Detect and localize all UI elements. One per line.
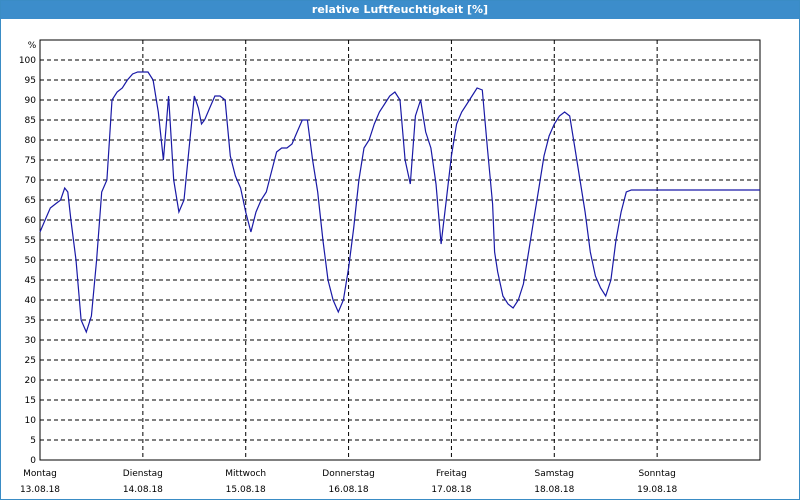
y-tick-label: 35 [25, 316, 36, 326]
y-tick-label: 95 [25, 76, 36, 86]
y-tick-label: 15 [25, 396, 36, 406]
axes [39, 39, 761, 461]
y-tick-label: 45 [25, 276, 36, 286]
series-lines [39, 71, 760, 334]
y-tick-label: 55 [25, 236, 36, 246]
chart-title: relative Luftfeuchtigkeit [%] [1, 1, 799, 19]
tick-labels: 0 5 10 15 20 25 30 35 40 45 50 55 60 65 70 75 80 85 90 95 10… [19, 56, 678, 495]
x-tick-day-label: Donnerstag [322, 469, 375, 479]
y-tick-label: 70 [25, 176, 37, 186]
y-tick-label: 25 [25, 356, 36, 366]
y-tick-label: 5 [30, 436, 36, 446]
y-tick-label: 30 [25, 336, 37, 346]
y-tick-label: 0 [30, 456, 36, 466]
x-tick-date-label: 14.08.18 [123, 485, 163, 495]
x-tick-date-label: 15.08.18 [226, 485, 266, 495]
x-tick-date-label: 13.08.18 [20, 485, 60, 495]
y-tick-label: 60 [25, 216, 37, 226]
y-tick-label: 50 [25, 256, 37, 266]
y-axis-label: % [28, 41, 37, 51]
x-tick-day-label: Mittwoch [225, 469, 266, 479]
x-tick-day-label: Dienstag [123, 469, 163, 479]
y-tick-label: 40 [25, 296, 37, 306]
x-tick-date-label: 17.08.18 [431, 485, 471, 495]
y-tick-label: 20 [25, 376, 37, 386]
x-tick-day-label: Freitag [436, 469, 467, 479]
y-tick-label: 65 [25, 196, 36, 206]
x-tick-day-label: Samstag [535, 469, 574, 479]
y-tick-label: 75 [25, 156, 36, 166]
x-tick-day-label: Montag [23, 469, 57, 479]
x-tick-date-label: 18.08.18 [534, 485, 574, 495]
humidity-series-line [39, 71, 760, 334]
y-tick-label: 100 [19, 56, 36, 66]
y-tick-label: 90 [25, 96, 37, 106]
y-tick-label: 80 [25, 136, 37, 146]
grid-lines [40, 40, 760, 460]
y-tick-label: 10 [25, 416, 37, 426]
x-tick-date-label: 16.08.18 [329, 485, 369, 495]
y-tick-label: 85 [25, 116, 36, 126]
x-tick-date-label: 19.08.18 [637, 485, 677, 495]
plot-frame [39, 39, 761, 461]
x-tick-day-label: Sonntag [638, 469, 675, 479]
